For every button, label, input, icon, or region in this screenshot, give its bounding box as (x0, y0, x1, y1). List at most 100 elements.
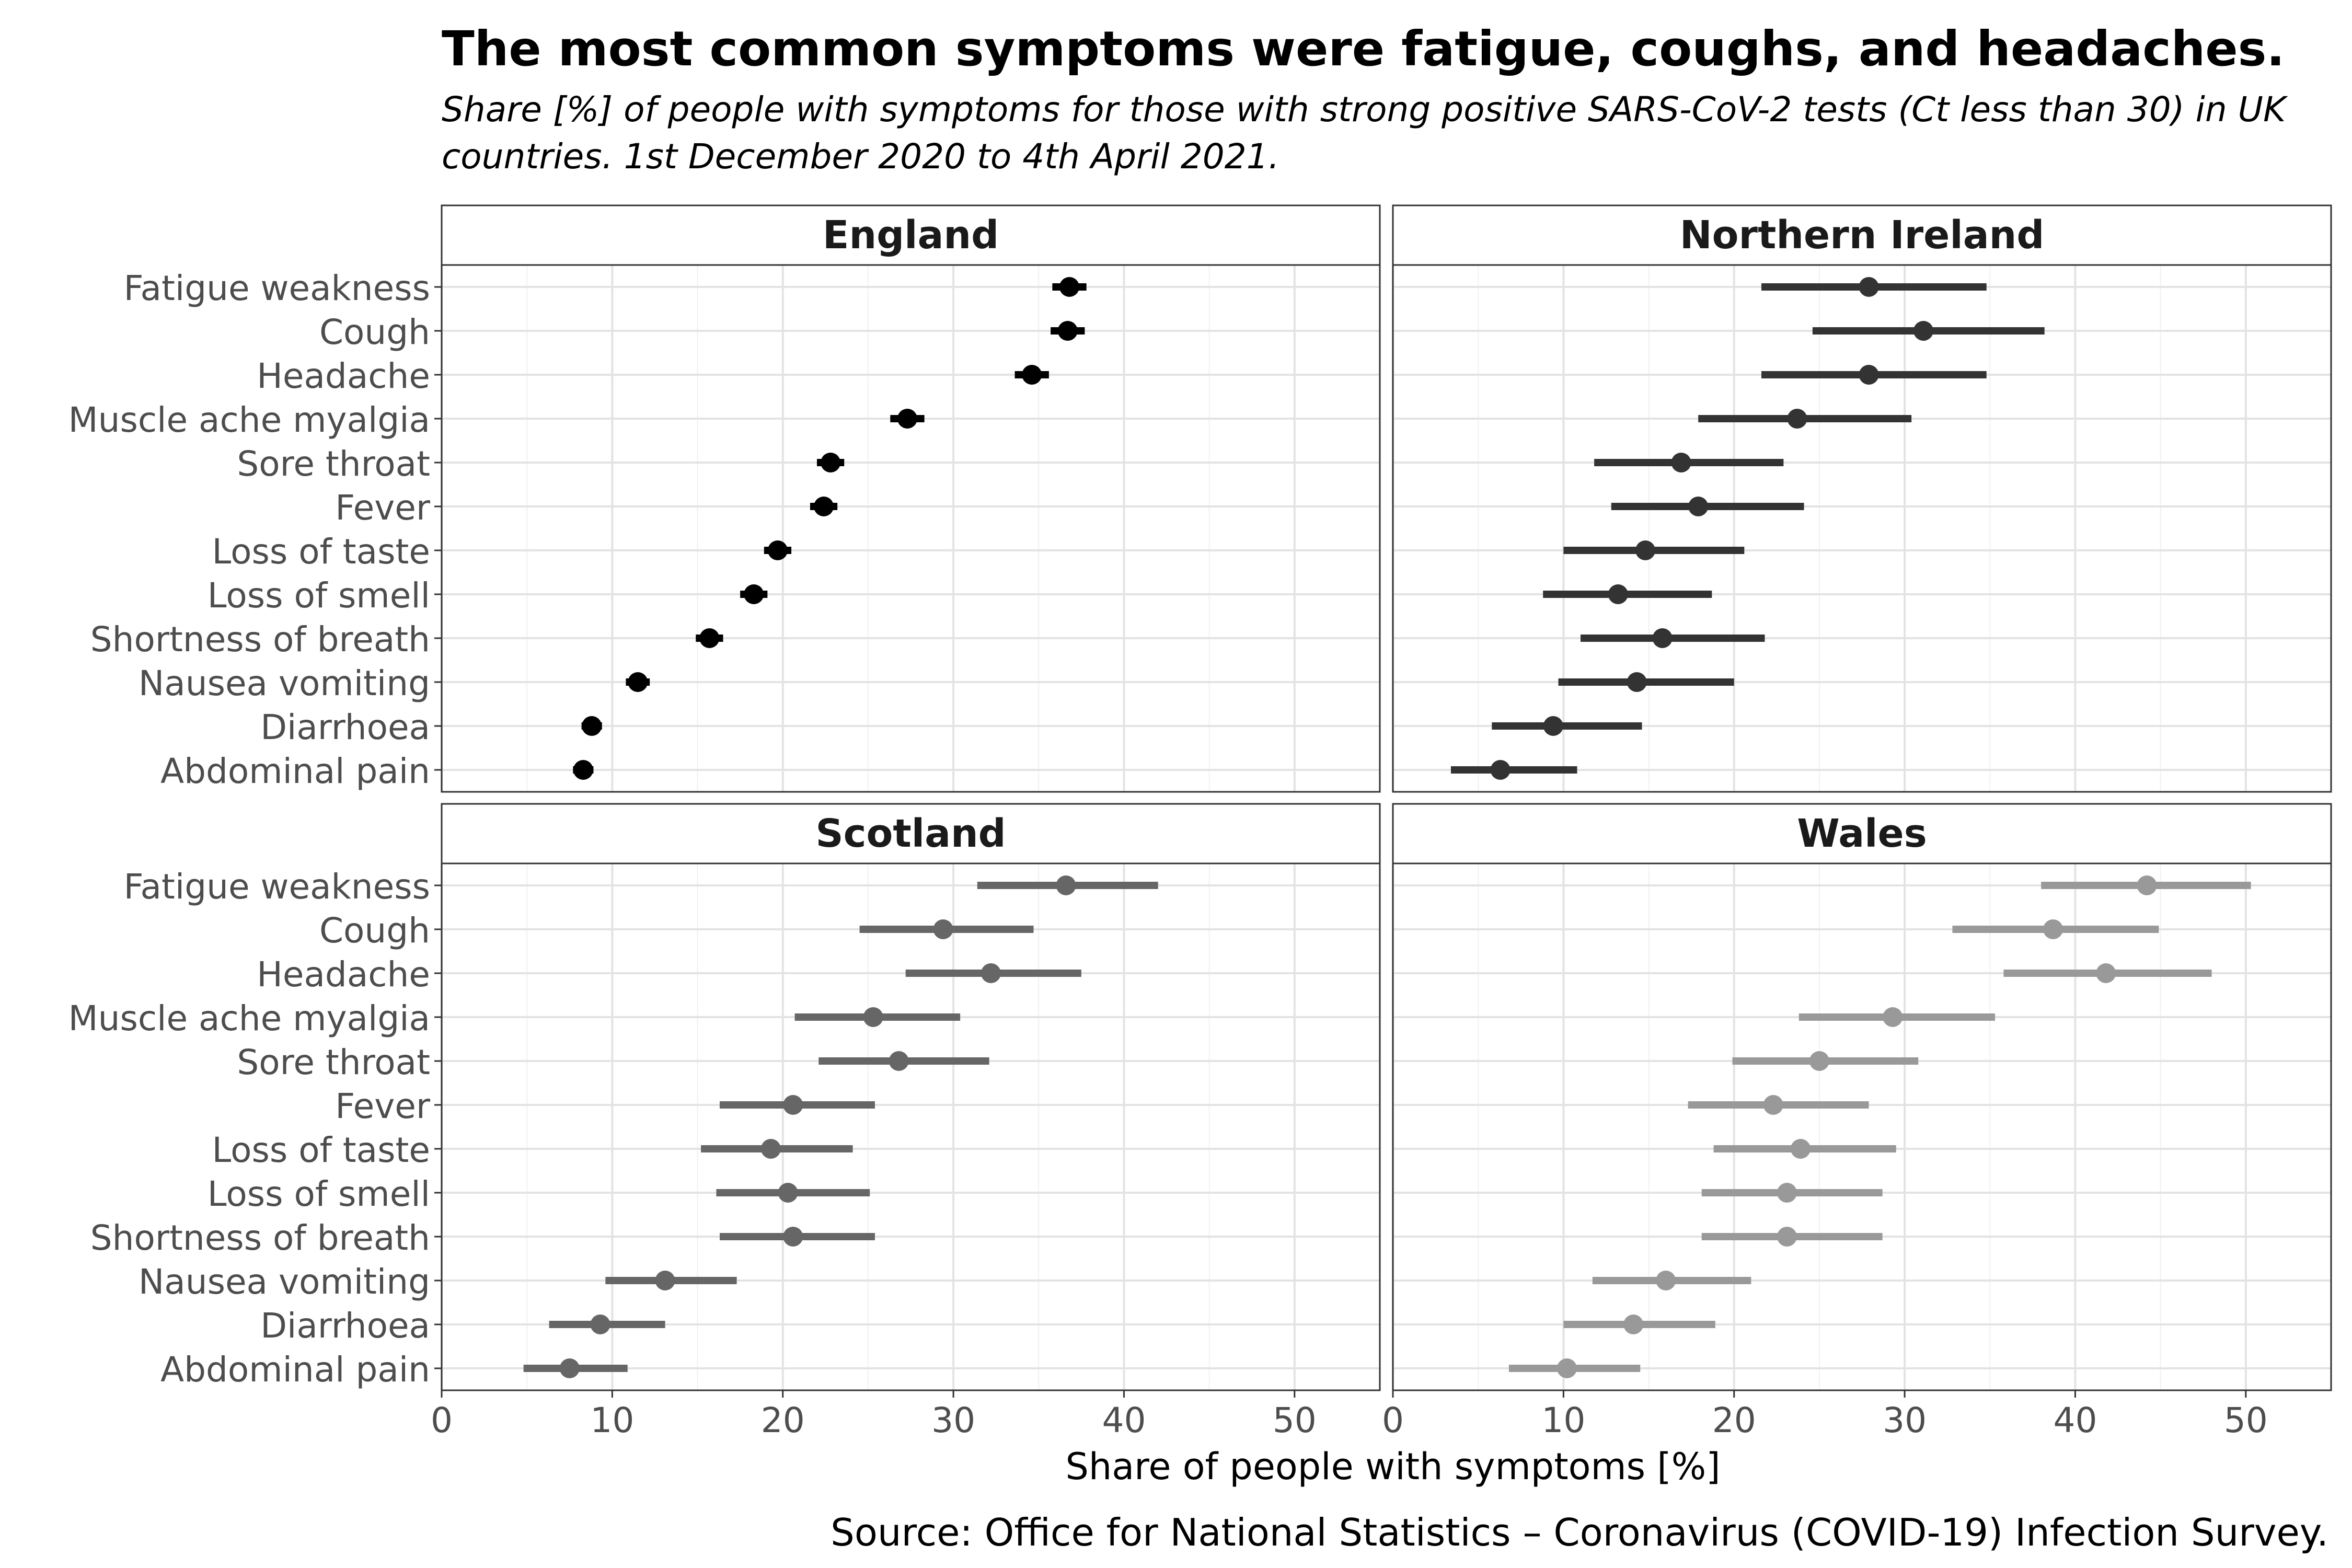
data-point (573, 760, 593, 780)
data-point (1056, 875, 1076, 895)
data-point (814, 497, 834, 516)
x-tick-label: 40 (1102, 1400, 1146, 1440)
chart-source: Source: Office for National Statistics –… (831, 1511, 2328, 1554)
data-point (1671, 453, 1691, 472)
panel-border (1392, 862, 2332, 1391)
data-point (1777, 1227, 1797, 1247)
data-point (767, 540, 788, 560)
x-tick-label: 50 (2224, 1400, 2268, 1440)
data-point (1859, 365, 1879, 385)
data-point (590, 1315, 610, 1334)
data-point (1059, 277, 1080, 297)
panel-background (1393, 265, 2331, 792)
data-point (1859, 277, 1879, 297)
panel-border (1392, 264, 2332, 793)
y-tick-label: Headache (257, 356, 430, 396)
data-point (760, 1139, 781, 1159)
x-tick-label: 30 (931, 1400, 975, 1440)
panel-strip (1392, 803, 2332, 864)
y-tick-label: Muscle ache myalgia (68, 400, 430, 440)
data-point (559, 1358, 580, 1378)
panel-background (1393, 863, 2331, 1390)
data-point (1883, 1007, 1903, 1027)
y-tick-label: Headache (257, 954, 430, 995)
data-point (2043, 919, 2063, 939)
data-point (1791, 1139, 1811, 1159)
x-tick-label: 20 (761, 1400, 805, 1440)
y-tick-label: Abdominal pain (160, 1350, 430, 1390)
chart-title: The most common symptoms were fatigue, c… (442, 21, 2285, 77)
y-tick-label: Fatigue weakness (124, 867, 430, 907)
data-point (1543, 716, 1563, 736)
data-point (582, 716, 602, 736)
y-tick-label: Fever (335, 1086, 431, 1126)
data-point (1763, 1095, 1783, 1115)
x-tick-label: 10 (1541, 1400, 1585, 1440)
x-tick-label: 0 (1382, 1400, 1404, 1440)
data-point (699, 628, 720, 648)
y-tick-label: Loss of taste (212, 532, 430, 572)
y-tick-label: Loss of smell (207, 575, 430, 616)
x-tick-label: 10 (590, 1400, 634, 1440)
panel-strip (441, 204, 1381, 266)
x-tick-label: 40 (2053, 1400, 2097, 1440)
data-point (1652, 628, 1673, 648)
x-tick-label: 20 (1712, 1400, 1756, 1440)
y-tick-label: Fever (335, 488, 431, 528)
panel-border (441, 862, 1381, 1391)
y-tick-label: Shortness of breath (90, 1218, 430, 1258)
x-axis-title: Share of people with symptoms [%] (1065, 1445, 1720, 1488)
y-tick-label: Sore throat (237, 1042, 430, 1082)
data-point (1635, 540, 1656, 560)
data-point (1627, 672, 1647, 692)
chart-subtitle: Share [%] of people with symptoms for th… (442, 89, 2286, 177)
x-tick-label: 30 (1883, 1400, 1927, 1440)
panel-strip-label: Wales (1797, 811, 1927, 856)
y-tick-label: Cough (319, 910, 430, 951)
panel-strip-label: Northern Ireland (1680, 213, 2045, 258)
x-tick-label: 0 (431, 1400, 453, 1440)
panel-border (441, 264, 1381, 793)
y-tick-label: Diarrhoea (260, 707, 430, 747)
y-tick-label: Sore throat (237, 444, 430, 484)
data-point (628, 672, 648, 692)
data-point (2096, 963, 2116, 983)
data-point (1809, 1051, 1829, 1071)
data-point (1913, 321, 1933, 341)
data-point (863, 1007, 883, 1027)
data-point (783, 1095, 803, 1115)
y-tick-label: Loss of taste (212, 1130, 430, 1170)
data-point (778, 1183, 798, 1203)
data-point (655, 1271, 675, 1290)
panel-background (442, 863, 1380, 1390)
y-tick-label: Loss of smell (207, 1174, 430, 1214)
data-point (1623, 1315, 1644, 1334)
y-tick-label: Shortness of breath (90, 619, 430, 660)
data-point (1057, 321, 1078, 341)
data-point (1656, 1271, 1676, 1290)
y-tick-label: Muscle ache myalgia (68, 998, 430, 1039)
panel-background (442, 265, 1380, 792)
data-point (1608, 584, 1628, 604)
data-point (1490, 760, 1511, 780)
x-tick-label: 50 (1273, 1400, 1317, 1440)
y-tick-label: Diarrhoea (260, 1306, 430, 1346)
data-point (1557, 1358, 1577, 1378)
data-point (783, 1227, 803, 1247)
data-point (744, 584, 764, 604)
data-point (821, 453, 841, 472)
panel-strip (1392, 204, 2332, 266)
data-point (889, 1051, 909, 1071)
y-tick-label: Abdominal pain (160, 751, 430, 791)
panel-strip-label: Scotland (815, 811, 1006, 856)
data-point (1022, 365, 1042, 385)
y-tick-label: Nausea vomiting (139, 1262, 430, 1302)
panel-strip-label: England (823, 213, 999, 258)
y-tick-label: Cough (319, 312, 430, 352)
data-point (1688, 497, 1709, 516)
data-point (1787, 409, 1807, 429)
data-point (933, 919, 953, 939)
data-point (897, 409, 917, 429)
data-point (981, 963, 1001, 983)
